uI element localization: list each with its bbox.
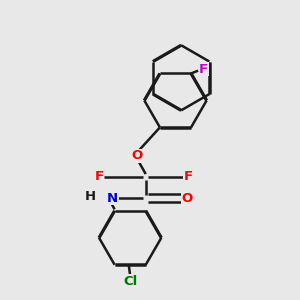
Text: F: F <box>199 63 208 76</box>
Text: N: N <box>107 192 118 205</box>
Text: F: F <box>184 170 193 183</box>
Text: Cl: Cl <box>123 275 137 288</box>
Text: F: F <box>94 170 103 183</box>
Text: O: O <box>132 149 143 162</box>
Text: O: O <box>181 192 192 205</box>
Text: H: H <box>85 190 96 203</box>
